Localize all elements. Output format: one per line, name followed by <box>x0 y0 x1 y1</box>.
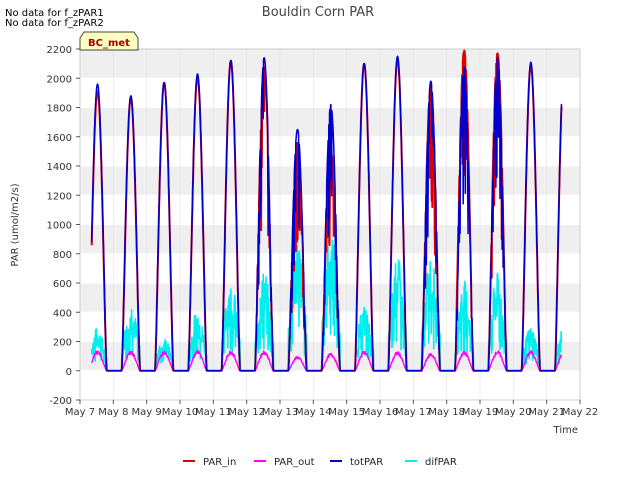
x-tick-label: May 14 <box>295 407 332 418</box>
site-badge: BC_met <box>79 31 139 51</box>
x-axis-label: Time <box>553 425 578 436</box>
x-tick-label: May 20 <box>495 407 532 418</box>
legend-label-par-out: PAR_out <box>274 457 315 468</box>
y-tick-label: 800 <box>53 250 72 261</box>
legend-label-difpar: difPAR <box>425 457 457 468</box>
legend-label-par-in: PAR_in <box>203 457 236 468</box>
series-layer <box>90 49 563 372</box>
x-tick-label: May 13 <box>262 407 299 418</box>
x-tick-label: May 8 <box>98 407 128 418</box>
y-tick-label: 600 <box>53 279 72 290</box>
y-tick-label: 0 <box>66 367 72 378</box>
y-tick-label: 2000 <box>47 74 72 85</box>
x-tick-label: May 17 <box>395 407 432 418</box>
no-data-note-zpar2: No data for f_zPAR2 <box>5 18 104 29</box>
y-tick-label: 1400 <box>47 162 72 173</box>
legend-label-totpar: totPAR <box>350 457 383 468</box>
legend: PAR_in PAR_out totPAR difPAR <box>183 457 457 468</box>
x-tick-label: May 22 <box>562 407 599 418</box>
x-tick-label: May 12 <box>228 407 265 418</box>
site-badge-label: BC_met <box>88 38 130 49</box>
y-tick-label: -200 <box>49 396 72 407</box>
y-axis-ticks: -200 0 200 400 600 800 1000 1200 1400 1600 1800 200… <box>47 45 80 407</box>
x-tick-label: May 9 <box>132 407 162 418</box>
x-tick-label: May 10 <box>162 407 199 418</box>
x-tick-label: May 7 <box>65 407 95 418</box>
plot-band <box>80 49 580 79</box>
chart-title: Bouldin Corn PAR <box>262 5 374 20</box>
x-tick-label: May 16 <box>362 407 399 418</box>
y-tick-label: 2200 <box>47 45 72 56</box>
series-line-totpar <box>90 55 563 372</box>
x-tick-label: May 15 <box>328 407 365 418</box>
y-tick-label: 1000 <box>47 221 72 232</box>
y-tick-label: 1800 <box>47 104 72 115</box>
y-tick-label: 400 <box>53 308 72 319</box>
x-tick-label: May 21 <box>528 407 565 418</box>
y-tick-label: 1600 <box>47 133 72 144</box>
x-tick-label: May 18 <box>428 407 465 418</box>
x-tick-label: May 11 <box>195 407 232 418</box>
y-tick-label: 200 <box>53 338 72 349</box>
y-tick-label: 1200 <box>47 191 72 202</box>
y-axis-label: PAR (umol/m2/s) <box>10 183 21 266</box>
x-tick-label: May 19 <box>462 407 499 418</box>
no-data-note-zpar1: No data for f_zPAR1 <box>5 8 104 19</box>
